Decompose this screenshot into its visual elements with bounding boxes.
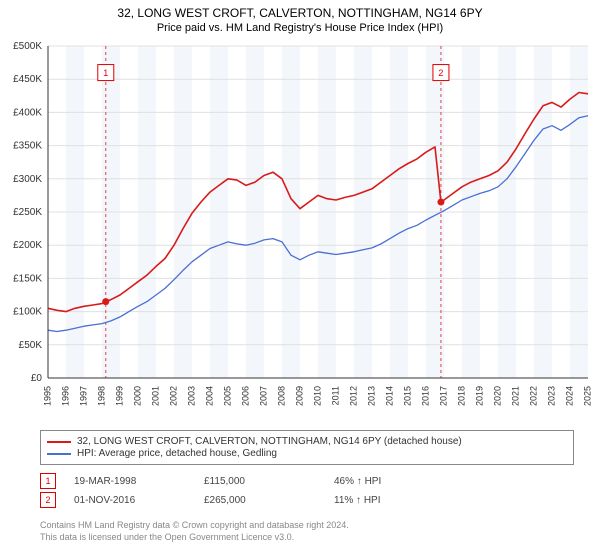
svg-text:£250K: £250K <box>13 207 42 218</box>
footer-line: Contains HM Land Registry data © Crown c… <box>40 520 349 532</box>
svg-text:2009: 2009 <box>295 386 305 406</box>
title-block: 32, LONG WEST CROFT, CALVERTON, NOTTINGH… <box>0 0 600 34</box>
svg-text:£350K: £350K <box>13 141 42 152</box>
legend-item: HPI: Average price, detached house, Gedl… <box>47 448 567 459</box>
svg-text:2017: 2017 <box>439 386 449 406</box>
event-date: 01-NOV-2016 <box>74 495 204 506</box>
svg-text:2: 2 <box>438 68 443 78</box>
svg-text:1999: 1999 <box>115 386 125 406</box>
svg-text:2014: 2014 <box>385 386 395 406</box>
svg-text:2008: 2008 <box>277 386 287 406</box>
svg-text:£100K: £100K <box>13 307 42 318</box>
event-delta: 11% ↑ HPI <box>334 495 464 506</box>
svg-text:£0: £0 <box>31 373 43 384</box>
event-date: 19-MAR-1998 <box>74 476 204 487</box>
event-price: £265,000 <box>204 495 334 506</box>
chart-area: 1 2 £0 £50K £100K £150K £200K £250K £300K £350K £4… <box>0 38 600 418</box>
svg-text:2025: 2025 <box>583 386 593 406</box>
legend-label: HPI: Average price, detached house, Gedl… <box>77 448 277 459</box>
footer: Contains HM Land Registry data © Crown c… <box>40 520 349 543</box>
svg-text:1995: 1995 <box>43 386 53 406</box>
svg-text:£50K: £50K <box>19 340 43 351</box>
svg-text:£200K: £200K <box>13 240 42 251</box>
svg-text:2005: 2005 <box>223 386 233 406</box>
legend: 32, LONG WEST CROFT, CALVERTON, NOTTINGH… <box>40 430 574 465</box>
svg-text:£450K: £450K <box>13 74 42 85</box>
chart-title: 32, LONG WEST CROFT, CALVERTON, NOTTINGH… <box>0 6 600 20</box>
svg-text:2003: 2003 <box>187 386 197 406</box>
legend-item: 32, LONG WEST CROFT, CALVERTON, NOTTINGH… <box>47 436 567 447</box>
legend-swatch <box>47 441 71 443</box>
svg-text:1996: 1996 <box>61 386 71 406</box>
svg-text:2022: 2022 <box>529 386 539 406</box>
svg-text:£500K: £500K <box>13 41 42 52</box>
event-price: £115,000 <box>204 476 334 487</box>
svg-text:2021: 2021 <box>511 386 521 406</box>
svg-text:2006: 2006 <box>241 386 251 406</box>
table-row: 1 19-MAR-1998 £115,000 46% ↑ HPI <box>40 473 464 489</box>
svg-text:1998: 1998 <box>97 386 107 406</box>
svg-text:2015: 2015 <box>403 386 413 406</box>
svg-text:£300K: £300K <box>13 174 42 185</box>
legend-swatch <box>47 453 71 455</box>
svg-text:2000: 2000 <box>133 386 143 406</box>
svg-text:2001: 2001 <box>151 386 161 406</box>
svg-text:2019: 2019 <box>475 386 485 406</box>
table-row: 2 01-NOV-2016 £265,000 11% ↑ HPI <box>40 492 464 508</box>
svg-text:2023: 2023 <box>547 386 557 406</box>
svg-text:2016: 2016 <box>421 386 431 406</box>
svg-text:1: 1 <box>103 68 108 78</box>
svg-text:2010: 2010 <box>313 386 323 406</box>
event-table: 1 19-MAR-1998 £115,000 46% ↑ HPI 2 01-NO… <box>40 470 464 511</box>
svg-text:2018: 2018 <box>457 386 467 406</box>
svg-text:£400K: £400K <box>13 107 42 118</box>
svg-text:2013: 2013 <box>367 386 377 406</box>
footer-line: This data is licensed under the Open Gov… <box>40 532 349 544</box>
svg-text:1997: 1997 <box>79 386 89 406</box>
chart-subtitle: Price paid vs. HM Land Registry's House … <box>0 22 600 34</box>
svg-text:2002: 2002 <box>169 386 179 406</box>
svg-text:2004: 2004 <box>205 386 215 406</box>
svg-text:2024: 2024 <box>565 386 575 406</box>
event-marker-icon: 1 <box>40 473 56 489</box>
svg-text:2012: 2012 <box>349 386 359 406</box>
chart-svg: 1 2 £0 £50K £100K £150K £200K £250K £300K £350K £4… <box>0 38 600 418</box>
svg-text:2007: 2007 <box>259 386 269 406</box>
svg-text:2020: 2020 <box>493 386 503 406</box>
event-delta: 46% ↑ HPI <box>334 476 464 487</box>
event-marker-icon: 2 <box>40 492 56 508</box>
chart-container: 32, LONG WEST CROFT, CALVERTON, NOTTINGH… <box>0 0 600 560</box>
legend-label: 32, LONG WEST CROFT, CALVERTON, NOTTINGH… <box>77 436 462 447</box>
svg-text:£150K: £150K <box>13 273 42 284</box>
svg-text:2011: 2011 <box>331 386 341 405</box>
